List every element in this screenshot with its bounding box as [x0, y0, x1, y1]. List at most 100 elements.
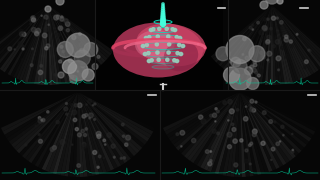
Polygon shape [48, 5, 59, 85]
Circle shape [44, 19, 46, 21]
Circle shape [124, 143, 128, 146]
Polygon shape [173, 92, 240, 148]
Circle shape [281, 46, 284, 50]
Polygon shape [240, 92, 307, 148]
Polygon shape [238, 92, 242, 177]
Polygon shape [78, 92, 118, 169]
Circle shape [267, 51, 272, 56]
Circle shape [250, 99, 254, 103]
Circle shape [74, 50, 90, 66]
Circle shape [80, 63, 85, 68]
Polygon shape [0, 5, 48, 58]
Polygon shape [48, 5, 80, 80]
Circle shape [279, 141, 281, 142]
Circle shape [52, 146, 56, 150]
Polygon shape [48, 5, 103, 65]
Circle shape [161, 11, 165, 15]
Circle shape [252, 109, 256, 112]
Circle shape [31, 28, 36, 32]
Circle shape [47, 111, 49, 113]
Polygon shape [240, 92, 269, 173]
Polygon shape [78, 92, 128, 163]
Circle shape [72, 110, 77, 115]
Polygon shape [48, 5, 68, 83]
Polygon shape [272, 5, 307, 78]
Polygon shape [211, 92, 240, 173]
Circle shape [271, 16, 276, 20]
Circle shape [84, 134, 87, 137]
Circle shape [22, 48, 24, 50]
Circle shape [70, 104, 73, 106]
Polygon shape [34, 5, 48, 84]
Circle shape [21, 58, 23, 60]
Circle shape [265, 29, 266, 30]
Circle shape [223, 101, 227, 104]
Circle shape [231, 123, 234, 126]
Circle shape [308, 49, 310, 51]
Polygon shape [240, 92, 286, 165]
Circle shape [204, 124, 206, 127]
Polygon shape [0, 5, 48, 69]
Polygon shape [228, 5, 272, 73]
Polygon shape [194, 92, 240, 165]
Circle shape [83, 51, 86, 54]
Polygon shape [272, 5, 314, 75]
Circle shape [162, 5, 164, 8]
Circle shape [45, 6, 51, 12]
Circle shape [120, 157, 122, 159]
Polygon shape [78, 92, 124, 165]
Ellipse shape [149, 28, 177, 33]
Polygon shape [19, 92, 78, 156]
Circle shape [103, 139, 106, 142]
Circle shape [263, 18, 266, 21]
Circle shape [141, 44, 145, 48]
Circle shape [97, 55, 100, 58]
Polygon shape [22, 92, 78, 159]
Polygon shape [240, 92, 276, 170]
Circle shape [245, 149, 248, 152]
Polygon shape [272, 5, 290, 84]
Circle shape [60, 27, 61, 29]
Polygon shape [272, 5, 316, 73]
Circle shape [167, 35, 170, 38]
Circle shape [41, 119, 43, 121]
Circle shape [156, 35, 159, 38]
Circle shape [167, 51, 170, 54]
Polygon shape [48, 5, 94, 72]
Circle shape [30, 64, 33, 67]
Circle shape [97, 134, 101, 138]
Circle shape [92, 64, 98, 69]
Circle shape [278, 69, 279, 71]
Circle shape [60, 17, 64, 21]
Circle shape [215, 121, 216, 122]
Polygon shape [248, 5, 272, 82]
Circle shape [228, 145, 231, 149]
Polygon shape [42, 92, 78, 170]
Circle shape [305, 60, 308, 64]
Circle shape [261, 141, 265, 145]
Polygon shape [48, 5, 74, 82]
Polygon shape [16, 92, 78, 153]
Circle shape [80, 48, 84, 52]
Circle shape [31, 16, 36, 21]
Polygon shape [272, 5, 319, 72]
Circle shape [179, 36, 182, 40]
Polygon shape [48, 5, 91, 74]
Circle shape [212, 113, 217, 118]
Circle shape [162, 3, 164, 5]
Polygon shape [0, 5, 48, 53]
Polygon shape [78, 92, 92, 176]
Circle shape [38, 117, 41, 119]
Circle shape [250, 65, 253, 69]
Circle shape [269, 61, 270, 62]
Circle shape [56, 120, 59, 124]
Circle shape [58, 26, 63, 30]
Circle shape [257, 74, 260, 77]
Circle shape [201, 119, 206, 124]
Circle shape [19, 29, 23, 34]
Circle shape [103, 158, 104, 159]
Polygon shape [251, 5, 272, 83]
Circle shape [173, 28, 177, 32]
Circle shape [175, 59, 179, 63]
Polygon shape [212, 5, 272, 61]
